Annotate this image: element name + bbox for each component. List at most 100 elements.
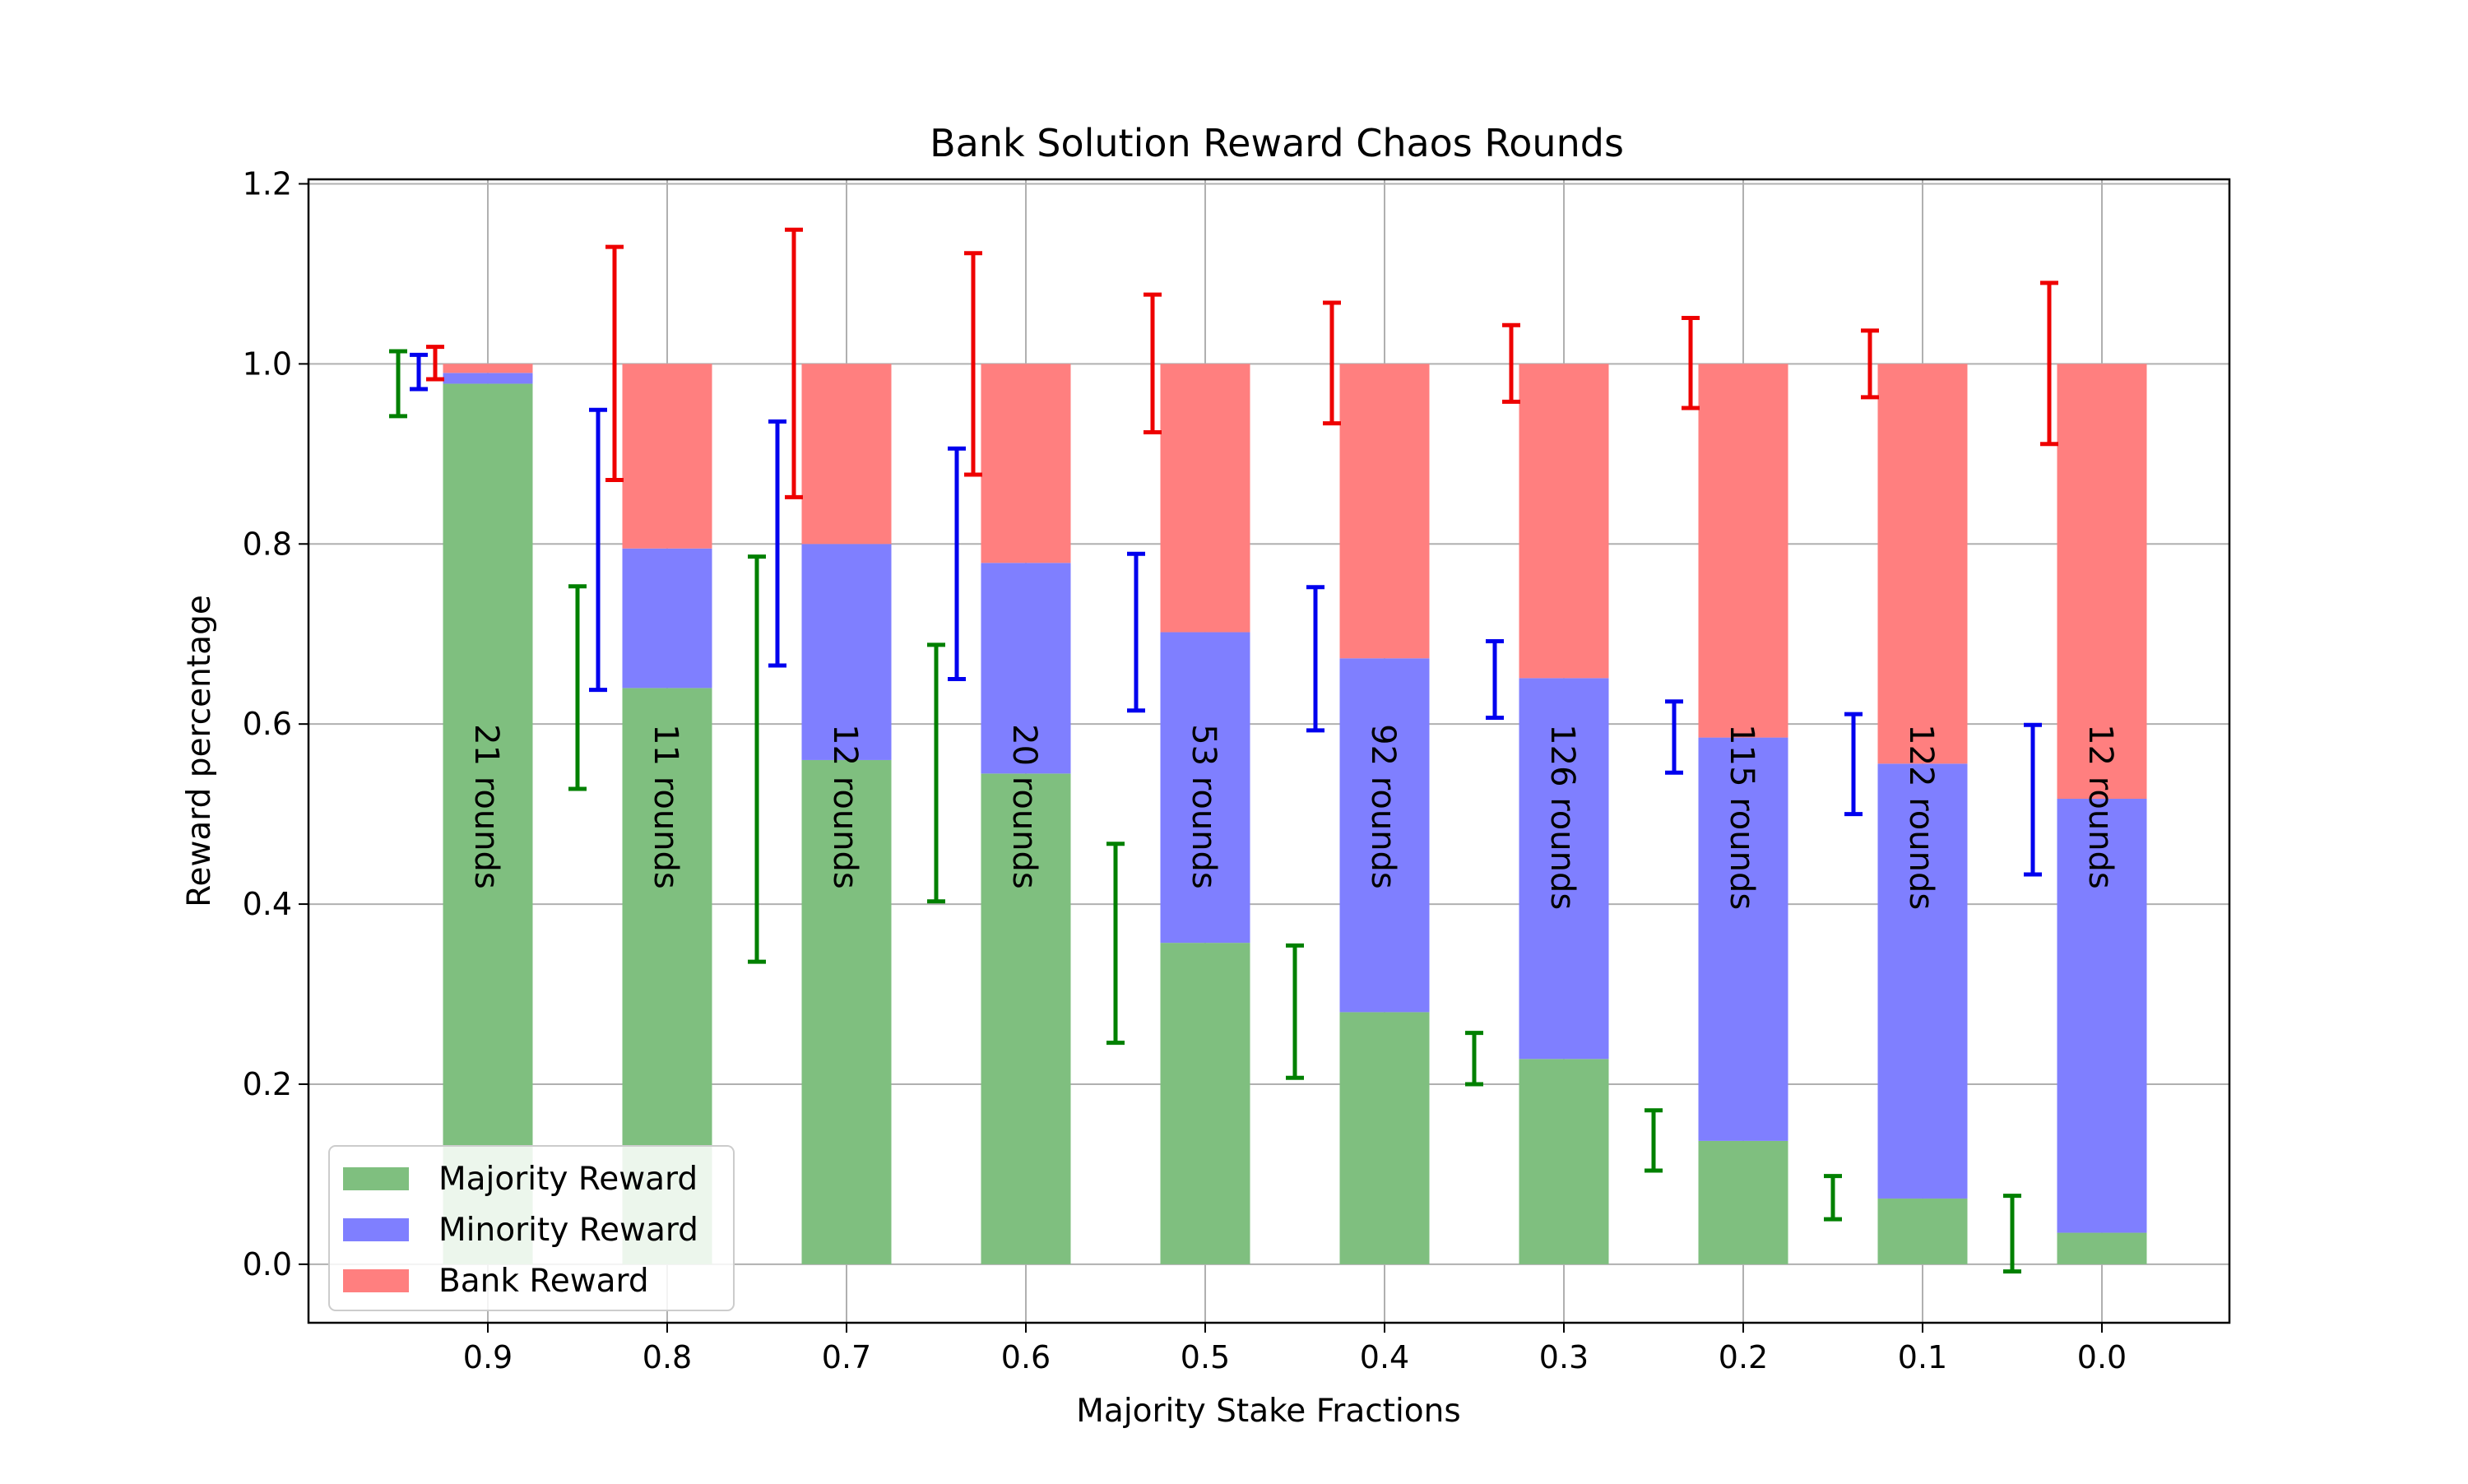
bank-error-bar bbox=[964, 251, 982, 477]
bar-rounds-label: 53 rounds bbox=[1185, 724, 1222, 889]
majority-bar bbox=[801, 759, 892, 1264]
bank-bar bbox=[1877, 364, 1968, 764]
bar-rounds-label: 21 rounds bbox=[467, 724, 505, 889]
majority-error-bar bbox=[2003, 1194, 2021, 1274]
majority-error-bar bbox=[1645, 1108, 1663, 1173]
legend-item-bank: Bank Reward bbox=[343, 1263, 649, 1300]
minority-bar bbox=[981, 563, 1071, 774]
axis-ticks: 0.0 0.2 0.4 0.6 0.8 1.0 1.2 0.9 0.8 0.7 0.6 0.5 0.4 0… bbox=[243, 165, 2127, 1375]
bar-stacks bbox=[443, 364, 2147, 1264]
minority-error-bar bbox=[1306, 585, 1324, 733]
minority-error-bar bbox=[1844, 712, 1863, 817]
bank-bar bbox=[2057, 364, 2147, 800]
minority-bar bbox=[2057, 799, 2147, 1233]
minority-bar bbox=[622, 548, 712, 689]
legend-label: Bank Reward bbox=[438, 1263, 649, 1300]
bar-rounds-label: 122 rounds bbox=[1902, 724, 1940, 910]
legend-label: Minority Reward bbox=[438, 1212, 698, 1249]
bank-bar bbox=[443, 364, 533, 373]
x-tick-label: 0.8 bbox=[643, 1339, 692, 1375]
y-tick-label: 1.0 bbox=[243, 345, 292, 382]
x-tick-label: 0.3 bbox=[1539, 1339, 1589, 1375]
legend-swatch bbox=[343, 1218, 409, 1241]
minority-bar bbox=[1698, 737, 1788, 1141]
bar-rounds-label: 20 rounds bbox=[1005, 724, 1043, 889]
plot-frame bbox=[307, 178, 2231, 1324]
x-tick-label: 0.0 bbox=[2077, 1339, 2127, 1375]
bar-annotations: 21 rounds 11 rounds 12 rounds 20 rounds 53 r… bbox=[467, 724, 2119, 910]
bank-error-bar bbox=[1682, 316, 1700, 410]
y-axis-label: Reward percentage bbox=[181, 595, 218, 907]
majority-error-bar bbox=[568, 584, 587, 791]
bar-rounds-label: 115 rounds bbox=[1723, 724, 1761, 910]
minority-bar bbox=[1519, 678, 1609, 1060]
minority-bar bbox=[1339, 658, 1430, 1013]
majority-error-bar bbox=[927, 642, 945, 904]
majority-error-bar bbox=[1286, 943, 1304, 1080]
chart-title: Bank Solution Reward Chaos Rounds bbox=[930, 121, 1624, 165]
minority-error-bar bbox=[768, 419, 786, 668]
bank-bar bbox=[1339, 364, 1430, 659]
legend-item-majority: Majority Reward bbox=[343, 1161, 698, 1198]
majority-bar bbox=[1877, 1198, 1968, 1264]
x-tick-label: 0.7 bbox=[822, 1339, 871, 1375]
majority-bar bbox=[1339, 1012, 1430, 1264]
majority-bar bbox=[2057, 1232, 2147, 1264]
bank-bar bbox=[1698, 364, 1788, 738]
bar-rounds-label: 12 rounds bbox=[826, 724, 864, 889]
minority-error-bar bbox=[2024, 722, 2042, 877]
majority-bar bbox=[443, 383, 533, 1264]
minority-error-bar bbox=[589, 407, 607, 693]
majority-error-bar bbox=[1465, 1031, 1483, 1087]
bar-rounds-label: 126 rounds bbox=[1543, 724, 1581, 910]
x-tick-label: 0.1 bbox=[1898, 1339, 1947, 1375]
bank-error-bar bbox=[605, 244, 624, 483]
minority-bar bbox=[1160, 632, 1250, 944]
bank-error-bar bbox=[2040, 281, 2058, 447]
x-tick-label: 0.5 bbox=[1181, 1339, 1230, 1375]
bank-bar bbox=[801, 364, 892, 545]
y-tick-label: 0.0 bbox=[243, 1246, 292, 1282]
x-tick-label: 0.4 bbox=[1360, 1339, 1409, 1375]
bank-error-bar bbox=[1323, 300, 1341, 426]
legend-box bbox=[328, 1145, 735, 1311]
bank-bar bbox=[981, 364, 1071, 563]
y-tick-label: 1.2 bbox=[243, 165, 292, 202]
bank-error-bar bbox=[785, 227, 803, 499]
bank-bar bbox=[1160, 364, 1250, 633]
majority-bar bbox=[1698, 1140, 1788, 1264]
legend-label: Majority Reward bbox=[438, 1161, 698, 1198]
x-tick-label: 0.9 bbox=[463, 1339, 513, 1375]
minority-bar bbox=[801, 544, 892, 760]
majority-bar bbox=[1519, 1059, 1609, 1264]
minority-error-bar bbox=[410, 352, 428, 392]
error-bars bbox=[389, 227, 2058, 1274]
bar-rounds-label: 92 rounds bbox=[1364, 724, 1402, 889]
bank-bar bbox=[622, 364, 712, 549]
minority-error-bar bbox=[948, 446, 966, 681]
majority-error-bar bbox=[389, 349, 407, 419]
majority-error-bar bbox=[748, 554, 766, 964]
y-tick-label: 0.4 bbox=[243, 886, 292, 922]
bank-error-bar bbox=[1861, 328, 1879, 400]
x-tick-label: 0.2 bbox=[1719, 1339, 1768, 1375]
majority-error-bar bbox=[1824, 1174, 1842, 1222]
majority-error-bar bbox=[1106, 842, 1125, 1046]
bank-bar bbox=[1519, 364, 1609, 679]
minority-error-bar bbox=[1665, 699, 1683, 775]
bar-rounds-label: 11 rounds bbox=[647, 724, 684, 889]
majority-bar bbox=[1160, 943, 1250, 1264]
minority-error-bar bbox=[1127, 551, 1145, 713]
majority-bar bbox=[981, 773, 1071, 1264]
bank-error-bar bbox=[426, 345, 444, 382]
y-tick-label: 0.8 bbox=[243, 526, 292, 562]
minority-bar bbox=[443, 373, 533, 384]
legend-swatch bbox=[343, 1167, 409, 1190]
legend: Majority Reward Minority Reward Bank Rewar… bbox=[328, 1145, 735, 1311]
bank-error-bar bbox=[1502, 322, 1520, 404]
y-tick-label: 0.6 bbox=[243, 706, 292, 742]
minority-error-bar bbox=[1486, 638, 1504, 721]
bank-error-bar bbox=[1144, 292, 1162, 435]
